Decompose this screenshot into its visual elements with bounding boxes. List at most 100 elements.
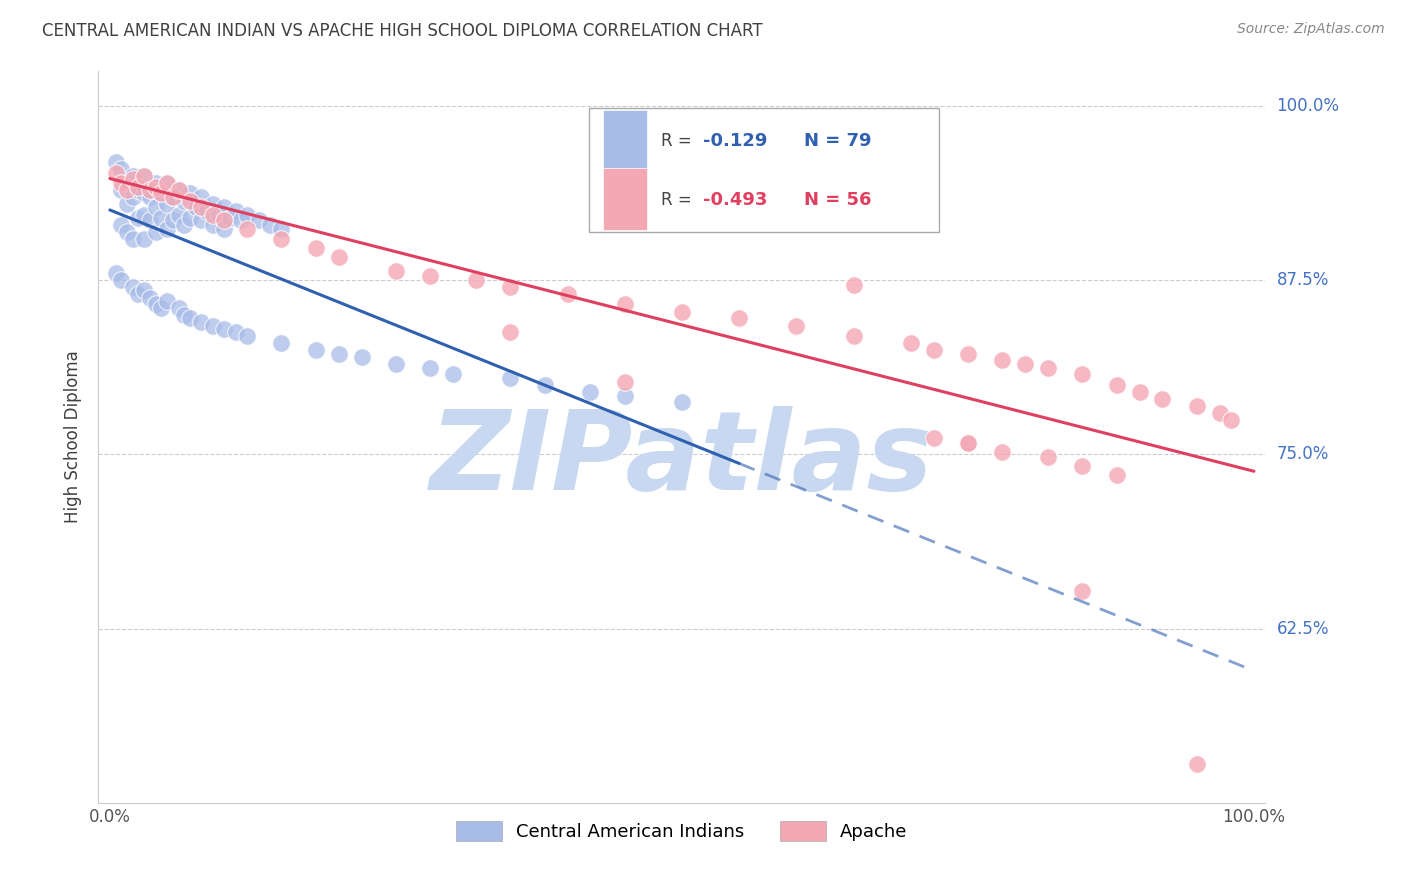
Point	[115, 176, 138, 190]
Point	[121, 280, 143, 294]
Point	[134, 186, 156, 200]
Point	[1185, 756, 1208, 771]
Point	[179, 310, 201, 325]
Point	[167, 183, 190, 197]
Point	[110, 176, 132, 190]
Point	[270, 231, 292, 245]
Point	[236, 329, 259, 343]
Point	[110, 218, 132, 232]
Text: 100.0%: 100.0%	[1277, 97, 1340, 115]
Point	[385, 357, 408, 371]
Point	[115, 183, 138, 197]
Point	[441, 367, 464, 381]
Point	[956, 436, 979, 450]
Point	[127, 287, 149, 301]
Point	[173, 194, 195, 208]
Text: 87.5%: 87.5%	[1277, 271, 1329, 289]
Point	[236, 208, 259, 222]
Point	[579, 384, 602, 399]
Point	[150, 301, 173, 316]
Point	[162, 190, 184, 204]
Text: N = 56: N = 56	[804, 191, 872, 209]
Point	[162, 190, 184, 204]
Point	[842, 277, 865, 292]
Point	[465, 273, 488, 287]
Text: R =: R =	[661, 132, 697, 150]
Point	[1105, 377, 1128, 392]
Point	[305, 343, 328, 357]
Point	[104, 155, 127, 169]
Point	[225, 325, 247, 339]
Point	[247, 213, 270, 227]
Point	[225, 203, 247, 218]
Point	[1071, 458, 1094, 473]
Point	[499, 371, 522, 385]
Point	[728, 310, 751, 325]
Point	[305, 241, 328, 255]
Point	[110, 161, 132, 176]
Bar	[603, 110, 647, 172]
Point	[162, 213, 184, 227]
Point	[671, 116, 693, 130]
Point	[613, 389, 636, 403]
Text: R =: R =	[661, 191, 697, 209]
Point	[134, 208, 156, 222]
Point	[150, 211, 173, 225]
Point	[557, 287, 579, 301]
Point	[201, 218, 224, 232]
Text: ZIPatlas: ZIPatlas	[430, 406, 934, 513]
Point	[179, 186, 201, 200]
Point	[115, 225, 138, 239]
Point	[956, 347, 979, 361]
Point	[127, 183, 149, 197]
Point	[127, 211, 149, 225]
Point	[110, 273, 132, 287]
Point	[201, 196, 224, 211]
Point	[1036, 361, 1059, 376]
Point	[104, 166, 127, 180]
Point	[842, 329, 865, 343]
Point	[785, 319, 807, 334]
Point	[1036, 450, 1059, 465]
Point	[1105, 468, 1128, 483]
Point	[922, 431, 945, 445]
Point	[179, 211, 201, 225]
Point	[1152, 392, 1174, 406]
Point	[900, 336, 922, 351]
Point	[190, 190, 212, 204]
Text: Source: ZipAtlas.com: Source: ZipAtlas.com	[1237, 22, 1385, 37]
Point	[236, 221, 259, 235]
Point	[145, 176, 167, 190]
Point	[270, 336, 292, 351]
Point	[419, 269, 441, 284]
Point	[201, 208, 224, 222]
Point	[214, 221, 236, 235]
Point	[127, 180, 149, 194]
Text: N = 79: N = 79	[804, 132, 872, 150]
Point	[1071, 367, 1094, 381]
Point	[134, 169, 156, 183]
Point	[145, 297, 167, 311]
Point	[139, 292, 162, 306]
Point	[156, 294, 179, 309]
Point	[328, 250, 350, 264]
Text: CENTRAL AMERICAN INDIAN VS APACHE HIGH SCHOOL DIPLOMA CORRELATION CHART: CENTRAL AMERICAN INDIAN VS APACHE HIGH S…	[42, 22, 763, 40]
Point	[991, 444, 1014, 458]
Point	[671, 305, 693, 319]
Point	[259, 218, 281, 232]
Point	[419, 361, 441, 376]
Point	[150, 186, 173, 200]
Point	[1185, 399, 1208, 413]
Point	[104, 266, 127, 280]
Point	[190, 213, 212, 227]
Point	[190, 315, 212, 329]
Point	[115, 196, 138, 211]
Point	[1128, 384, 1150, 399]
Point	[121, 171, 143, 186]
Point	[350, 350, 373, 364]
Point	[499, 280, 522, 294]
Point	[956, 436, 979, 450]
Point	[214, 322, 236, 336]
Point	[134, 283, 156, 297]
Point	[1014, 357, 1036, 371]
